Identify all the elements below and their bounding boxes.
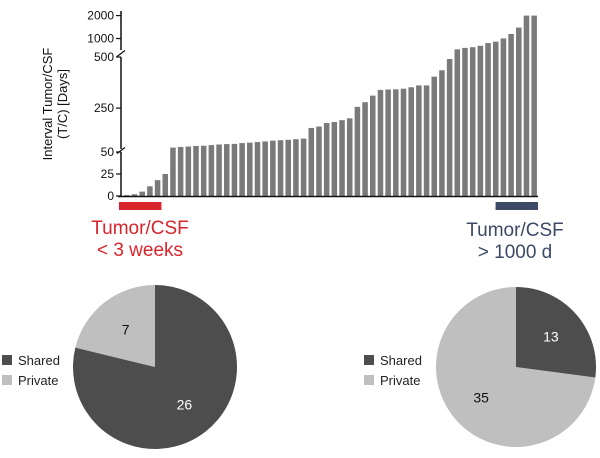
bar (454, 49, 461, 197)
bar (170, 147, 176, 196)
y-tick-label: 2000 (87, 9, 114, 23)
short-interval-caption-line-2: < 3 weeks (96, 240, 184, 261)
bar (331, 122, 338, 196)
bar (162, 174, 169, 196)
bar (216, 144, 222, 196)
bar (531, 15, 537, 197)
y-axis-label-line-2: (T/C) [Days] (55, 68, 70, 140)
bar (523, 15, 530, 197)
bar (131, 194, 138, 196)
legend-swatch-private (2, 375, 12, 385)
y-tick-label: 50 (101, 145, 115, 159)
bar (385, 89, 391, 196)
bar (239, 143, 245, 196)
bar (354, 106, 361, 196)
bar (231, 143, 238, 196)
bar (431, 76, 438, 196)
bar (270, 140, 276, 196)
y-tick-label: 250 (94, 101, 114, 115)
bar (247, 142, 253, 196)
pie-label-private: 7 (122, 322, 130, 338)
bar (285, 139, 291, 196)
bar (462, 47, 468, 196)
bar (208, 145, 215, 196)
bar (400, 88, 407, 196)
legend-swatch-shared (2, 355, 12, 365)
bar (293, 139, 299, 196)
short-interval-pie: 7 26 (72, 285, 237, 449)
long-interval-caption-line-2: > 1000 d (477, 242, 553, 263)
bar (323, 123, 330, 196)
legend-item-private: Private (2, 370, 60, 390)
long-interval-caption: Tumor/CSF > 1000 d (440, 220, 590, 264)
bar (477, 45, 484, 196)
bar (185, 146, 192, 196)
long-interval-pie: 35 13 (436, 287, 597, 447)
legend-label-private: Private (380, 372, 421, 388)
legend-label-shared: Shared (380, 352, 422, 368)
short-interval-caption-line-1: Tumor/CSF (91, 218, 189, 239)
long-interval-marker (495, 202, 538, 210)
pie-charts: 7 26 35 13 (72, 285, 597, 449)
y-tick-label: 1000 (87, 32, 114, 46)
bar (262, 141, 268, 196)
long-interval-caption-line-1: Tumor/CSF (466, 220, 564, 241)
legend-label-shared: Shared (18, 352, 60, 368)
bar (439, 70, 445, 196)
pie-label-shared: 26 (177, 396, 193, 412)
pie-slice-shared (72, 285, 237, 449)
pie-label-private: 35 (473, 390, 489, 406)
bar (516, 27, 522, 197)
bar (362, 102, 368, 196)
bar (377, 89, 384, 196)
y-tick-label: 500 (94, 50, 114, 64)
bar (370, 95, 376, 196)
bar (492, 41, 499, 196)
bar (393, 89, 399, 196)
bar (508, 33, 514, 197)
legend-item-shared: Shared (2, 350, 60, 370)
legend-swatch-shared (364, 355, 374, 365)
bar (124, 195, 130, 196)
bar (446, 59, 453, 196)
bar (416, 85, 422, 196)
legend-item-private: Private (364, 370, 422, 390)
pie-slice-private (75, 285, 155, 367)
bar (339, 120, 345, 196)
bar (300, 138, 307, 196)
bar (223, 144, 230, 196)
bar (200, 145, 207, 196)
right-pie-legend: Shared Private (364, 350, 422, 390)
pie-label-shared: 13 (543, 328, 559, 344)
bar (423, 85, 430, 196)
bar (316, 126, 322, 196)
pie-slice-shared (516, 287, 597, 378)
bar (408, 87, 414, 196)
legend-swatch-private (364, 375, 374, 385)
y-axis-label-line-1: Interval Tumor/CSF (40, 47, 55, 161)
short-interval-caption: Tumor/CSF < 3 weeks (70, 218, 210, 262)
bar (485, 43, 491, 196)
bar (254, 142, 261, 196)
y-tick-label: 25 (101, 167, 115, 181)
bar (469, 47, 476, 197)
bar (193, 145, 199, 196)
bar (154, 180, 161, 196)
axis-break-mark (116, 50, 126, 57)
legend-label-private: Private (18, 372, 59, 388)
bar-chart: 0 25 50 250 500 1000 2000 (87, 9, 538, 210)
legend-item-shared: Shared (364, 350, 422, 370)
bar (277, 140, 284, 196)
pie-slice-private (436, 287, 596, 447)
bar (346, 118, 353, 196)
short-interval-marker (119, 202, 162, 210)
bar (177, 146, 184, 196)
bar (500, 38, 507, 197)
left-pie-legend: Shared Private (2, 350, 60, 390)
bar (308, 127, 315, 196)
bar (139, 191, 145, 196)
y-tick-label: 0 (107, 189, 114, 203)
bar (147, 186, 153, 196)
